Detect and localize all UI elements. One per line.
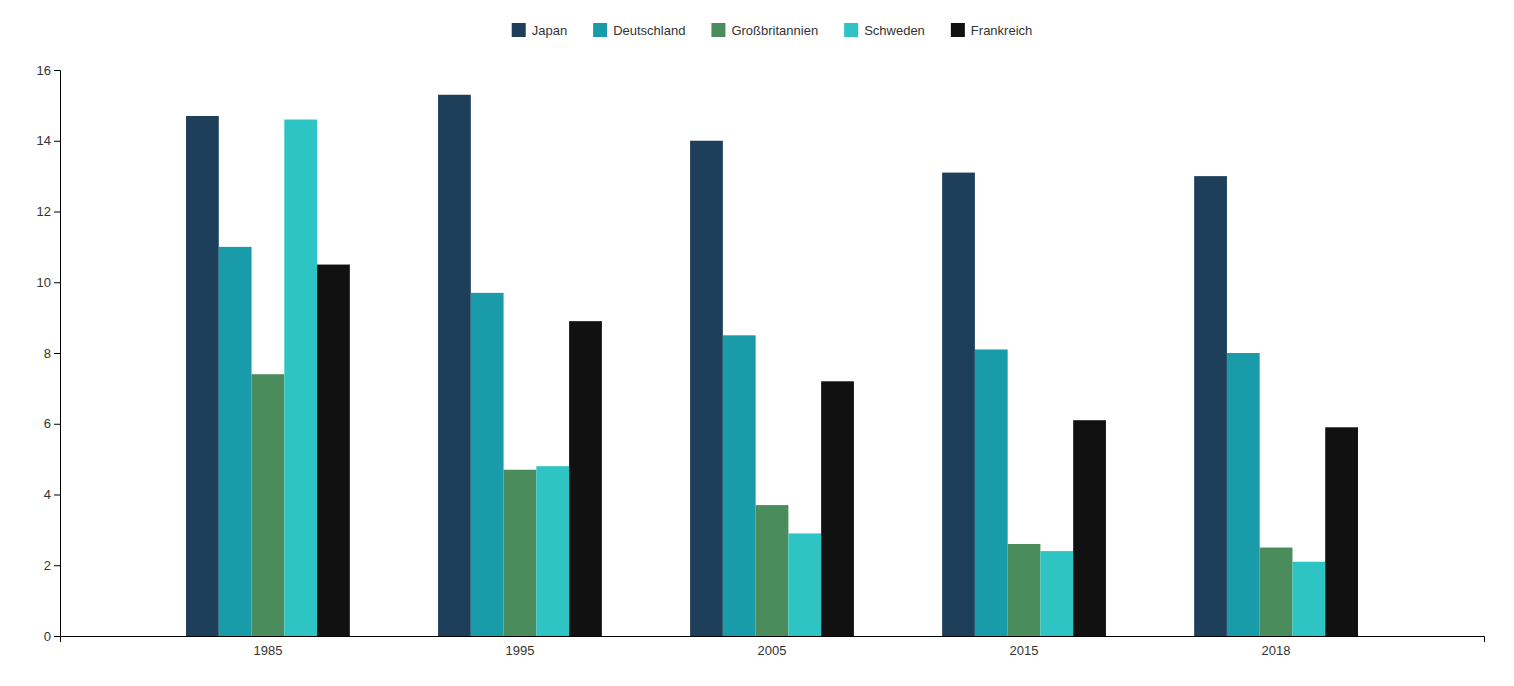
bar bbox=[438, 95, 471, 636]
tick: 2015 bbox=[1010, 643, 1039, 658]
legend-swatch bbox=[711, 23, 725, 37]
tick-label: 14 bbox=[37, 133, 51, 148]
x-axis: 1985 1995 2005 2015 2018 bbox=[61, 637, 1485, 659]
bar bbox=[1292, 562, 1325, 636]
bars bbox=[186, 95, 1358, 636]
bar bbox=[723, 335, 756, 636]
tick-mark bbox=[54, 495, 60, 496]
legend-item: Japan bbox=[512, 23, 567, 38]
bar bbox=[252, 374, 285, 636]
tick-label: 0 bbox=[44, 629, 51, 644]
tick: 0 bbox=[44, 629, 60, 644]
bar bbox=[186, 116, 219, 636]
tick: 14 bbox=[37, 133, 60, 148]
axis-line bbox=[61, 637, 1485, 643]
bar bbox=[569, 321, 602, 636]
legend-label: Schweden bbox=[864, 23, 925, 38]
tick-label: 1995 bbox=[506, 643, 535, 658]
legend-item: Schweden bbox=[844, 23, 925, 38]
chart: 0 2 4 6 8 10 12 14 16 1985 1995 2005 2015 2018 Japan De… bbox=[0, 0, 1514, 686]
bar bbox=[471, 293, 504, 636]
bar bbox=[1260, 548, 1293, 636]
legend-item: Großbritannien bbox=[711, 23, 818, 38]
y-axis: 0 2 4 6 8 10 12 14 16 bbox=[37, 63, 61, 644]
series bbox=[317, 265, 1358, 636]
tick: 1985 bbox=[253, 643, 282, 658]
tick-mark bbox=[54, 636, 60, 637]
tick-mark bbox=[54, 141, 60, 142]
tick: 2 bbox=[44, 558, 60, 573]
bar bbox=[219, 247, 252, 636]
legend: Japan Deutschland Großbritannien Schweden Fr… bbox=[512, 23, 1033, 38]
tick-label: 2015 bbox=[1010, 643, 1039, 658]
tick: 12 bbox=[37, 204, 60, 219]
tick: 16 bbox=[37, 63, 60, 78]
tick-label: 2018 bbox=[1262, 643, 1291, 658]
bar bbox=[690, 141, 723, 636]
tick: 6 bbox=[44, 416, 60, 431]
tick-label: 2005 bbox=[758, 643, 787, 658]
bar bbox=[788, 533, 821, 636]
tick: 10 bbox=[37, 275, 60, 290]
tick-mark bbox=[54, 282, 60, 283]
tick: 2005 bbox=[758, 643, 787, 658]
tick-mark bbox=[54, 70, 60, 71]
series bbox=[186, 95, 1227, 636]
series bbox=[219, 247, 1260, 636]
tick-label: 6 bbox=[44, 416, 51, 431]
legend-swatch bbox=[951, 23, 965, 37]
plot: 0 2 4 6 8 10 12 14 16 1985 1995 2005 2015 2018 bbox=[37, 63, 1485, 659]
legend-swatch bbox=[844, 23, 858, 37]
bar bbox=[1227, 353, 1260, 636]
tick-label: 4 bbox=[44, 487, 51, 502]
bar bbox=[1325, 427, 1358, 636]
bar bbox=[821, 381, 854, 636]
legend-label: Deutschland bbox=[613, 23, 685, 38]
legend-label: Frankreich bbox=[971, 23, 1032, 38]
tick-mark bbox=[54, 424, 60, 425]
tick-label: 2 bbox=[44, 558, 51, 573]
tick-label: 8 bbox=[44, 346, 51, 361]
tick-mark bbox=[54, 353, 60, 354]
bar bbox=[504, 470, 537, 636]
tick-label: 12 bbox=[37, 204, 51, 219]
bar bbox=[536, 466, 569, 636]
tick-mark bbox=[54, 212, 60, 213]
bar bbox=[1073, 420, 1106, 636]
series bbox=[284, 120, 1325, 636]
legend-item: Frankreich bbox=[951, 23, 1032, 38]
tick-mark bbox=[54, 565, 60, 566]
axis-line bbox=[54, 71, 61, 637]
bar bbox=[1008, 544, 1041, 636]
bar bbox=[975, 349, 1008, 636]
tick: 2018 bbox=[1262, 643, 1291, 658]
bar bbox=[1194, 176, 1227, 636]
tick-label: 1985 bbox=[253, 643, 282, 658]
bar bbox=[284, 120, 317, 636]
tick-label: 10 bbox=[37, 275, 51, 290]
bar bbox=[756, 505, 789, 636]
legend-item: Deutschland bbox=[593, 23, 685, 38]
series bbox=[252, 374, 1293, 636]
bar bbox=[317, 265, 350, 636]
legend-label: Großbritannien bbox=[731, 23, 818, 38]
tick: 4 bbox=[44, 487, 60, 502]
bar bbox=[1040, 551, 1073, 636]
tick: 1995 bbox=[506, 643, 535, 658]
bar bbox=[942, 173, 975, 636]
legend-label: Japan bbox=[532, 23, 567, 38]
tick-label: 16 bbox=[37, 63, 51, 78]
tick: 8 bbox=[44, 346, 60, 361]
legend-swatch bbox=[512, 23, 526, 37]
legend-swatch bbox=[593, 23, 607, 37]
